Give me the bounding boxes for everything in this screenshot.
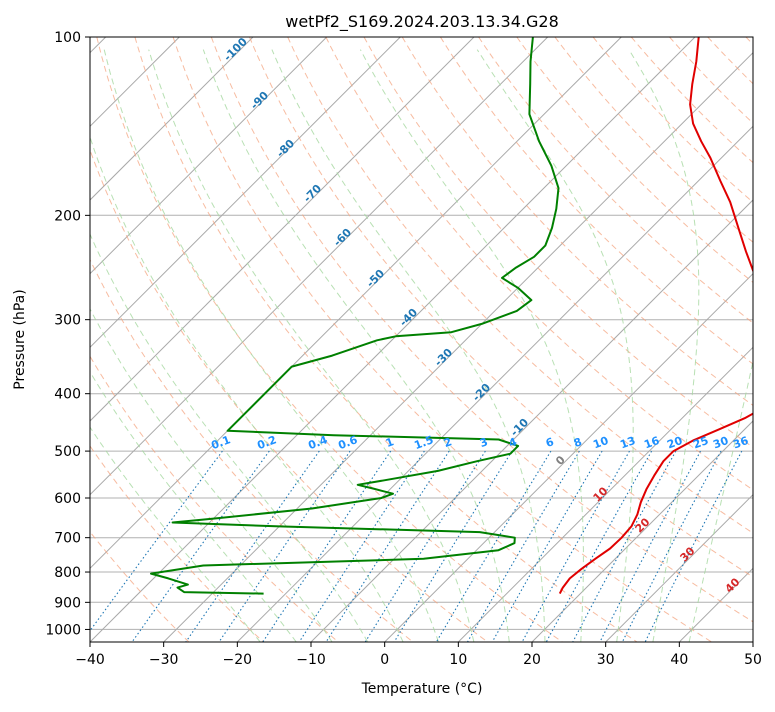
- mixing-ratio-label: 6: [544, 435, 556, 450]
- adiabat-label: -60: [331, 226, 354, 249]
- mixing-ratio-label: 10: [591, 434, 610, 452]
- plot-area: [0, 37, 775, 642]
- isotherm-line: [0, 37, 253, 642]
- dry-adiabat-line: [0, 37, 338, 642]
- moist-adiabat-line: [104, 50, 438, 642]
- x-tick-label: 10: [449, 652, 467, 668]
- mixing-ratio-line: [573, 451, 676, 642]
- moist-adiabat-line: [689, 50, 775, 642]
- y-tick-label: 600: [54, 491, 81, 507]
- adiabat-label: -30: [432, 346, 455, 369]
- x-tick-label: 0: [380, 652, 389, 668]
- adiabat-label: 10: [591, 484, 611, 504]
- dry-adiabat-line: [708, 37, 775, 642]
- moist-adiabat-line: [149, 50, 474, 642]
- dry-adiabat-line: [0, 37, 189, 642]
- dry-adiabat-line: [0, 37, 264, 642]
- x-tick-label: −40: [75, 652, 105, 668]
- mixing-ratio-line: [299, 451, 424, 642]
- moist-adiabat-line: [477, 50, 633, 642]
- mixing-ratio-line: [263, 451, 391, 642]
- y-tick-label: 700: [54, 531, 81, 547]
- dry-adiabat-line: [555, 37, 775, 642]
- moist-adiabat-line: [67, 50, 403, 642]
- isotherm-line: [458, 37, 775, 642]
- y-tick-label: 100: [54, 30, 81, 46]
- y-tick-label: 200: [54, 208, 81, 224]
- mixing-ratio-line: [436, 451, 551, 642]
- isotherm-line: [90, 37, 695, 642]
- mixing-ratio-label: 36: [731, 434, 750, 452]
- mixing-ratio-label: 16: [642, 434, 661, 452]
- y-tick-label: 400: [54, 387, 81, 403]
- dry-adiabat-line: [326, 37, 775, 642]
- dry-adiabat-line: [288, 37, 775, 642]
- dry-adiabat-line: [20, 37, 413, 642]
- dry-adiabat-line: [59, 37, 488, 642]
- moist-adiabat-line: [6, 50, 332, 642]
- isotherm-line: [164, 37, 769, 642]
- x-tick-label: 20: [523, 652, 541, 668]
- isotherm-line: [532, 37, 775, 642]
- adiabat-label: -80: [274, 137, 297, 160]
- y-axis-label: Pressure (hPa): [12, 289, 28, 389]
- x-axis-label: Temperature (°C): [361, 681, 483, 697]
- mixing-ratio-label: 3: [478, 435, 490, 450]
- adiabat-label: -100: [221, 35, 250, 64]
- isotherm-line: [0, 37, 474, 642]
- y-tick-label: 500: [54, 444, 81, 460]
- mixing-ratio-label: 0.2: [255, 433, 278, 452]
- isotherm-line: [753, 37, 775, 642]
- x-tick-label: −20: [223, 652, 253, 668]
- adiabat-label: -50: [364, 267, 387, 290]
- x-tick-label: −30: [149, 652, 179, 668]
- isotherm-line: [0, 37, 327, 642]
- x-tick-label: 30: [597, 652, 615, 668]
- mixing-ratio-label: 0.1: [209, 433, 232, 452]
- moist-adiabat-line: [203, 50, 509, 642]
- isotherm-line: [0, 37, 400, 642]
- x-tick-label: −10: [296, 652, 326, 668]
- moist-adiabat-line: [35, 50, 368, 642]
- adiabat-label: -20: [470, 381, 493, 404]
- adiabat-label: 40: [723, 575, 743, 595]
- adiabat-label: 30: [678, 544, 698, 564]
- y-tick-label: 300: [54, 313, 81, 329]
- chart-title: wetPf2_S169.2024.203.13.34.G28: [285, 12, 559, 32]
- mixing-ratio-label: 30: [711, 434, 730, 452]
- x-tick-label: 40: [670, 652, 688, 668]
- adiabat-label: -70: [301, 182, 324, 205]
- y-tick-label: 1000: [45, 622, 81, 638]
- dewpoint-line: [151, 37, 559, 594]
- mixing-ratio-label: 1.5: [412, 433, 435, 452]
- mixing-ratio-label: 20: [665, 434, 684, 452]
- adiabat-label: -40: [397, 306, 420, 329]
- y-tick-label: 900: [54, 595, 81, 611]
- mixing-ratio-label: 8: [572, 435, 584, 450]
- y-tick-label: 800: [54, 565, 81, 581]
- x-tick-label: 50: [744, 652, 762, 668]
- moist-adiabat-line: [0, 50, 260, 642]
- dry-adiabat-line: [746, 37, 775, 642]
- isotherm-line: [16, 37, 621, 642]
- mixing-ratio-label: 25: [691, 434, 710, 451]
- adiabat-label: -90: [248, 89, 271, 112]
